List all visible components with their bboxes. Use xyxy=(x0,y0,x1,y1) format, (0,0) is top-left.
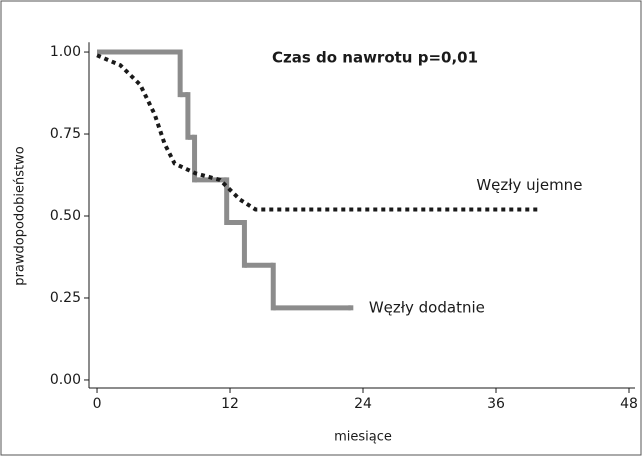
y-tick-label: 0.25 xyxy=(50,290,81,306)
x-tick-label: 0 xyxy=(93,396,102,412)
y-tick-label: 1.00 xyxy=(50,44,81,60)
x-tick-label: 48 xyxy=(620,396,638,412)
y-tick-label: 0.00 xyxy=(50,372,81,388)
y-axis-label: prawdopodobieństwo xyxy=(13,146,28,285)
y-tick-label: 0.50 xyxy=(50,208,81,224)
x-axis-label: miesiące xyxy=(334,430,392,445)
series-label: Węzły dodatnie xyxy=(369,298,485,316)
x-tick-label: 36 xyxy=(487,396,505,412)
series-label: Węzły ujemne xyxy=(476,176,582,194)
x-tick-label: 12 xyxy=(221,396,239,412)
survival-line xyxy=(96,53,541,212)
y-tick-label: 0.75 xyxy=(50,126,81,142)
chart-title: Czas do nawrotu p=0,01 xyxy=(272,49,478,67)
x-tick-label: 24 xyxy=(354,396,372,412)
